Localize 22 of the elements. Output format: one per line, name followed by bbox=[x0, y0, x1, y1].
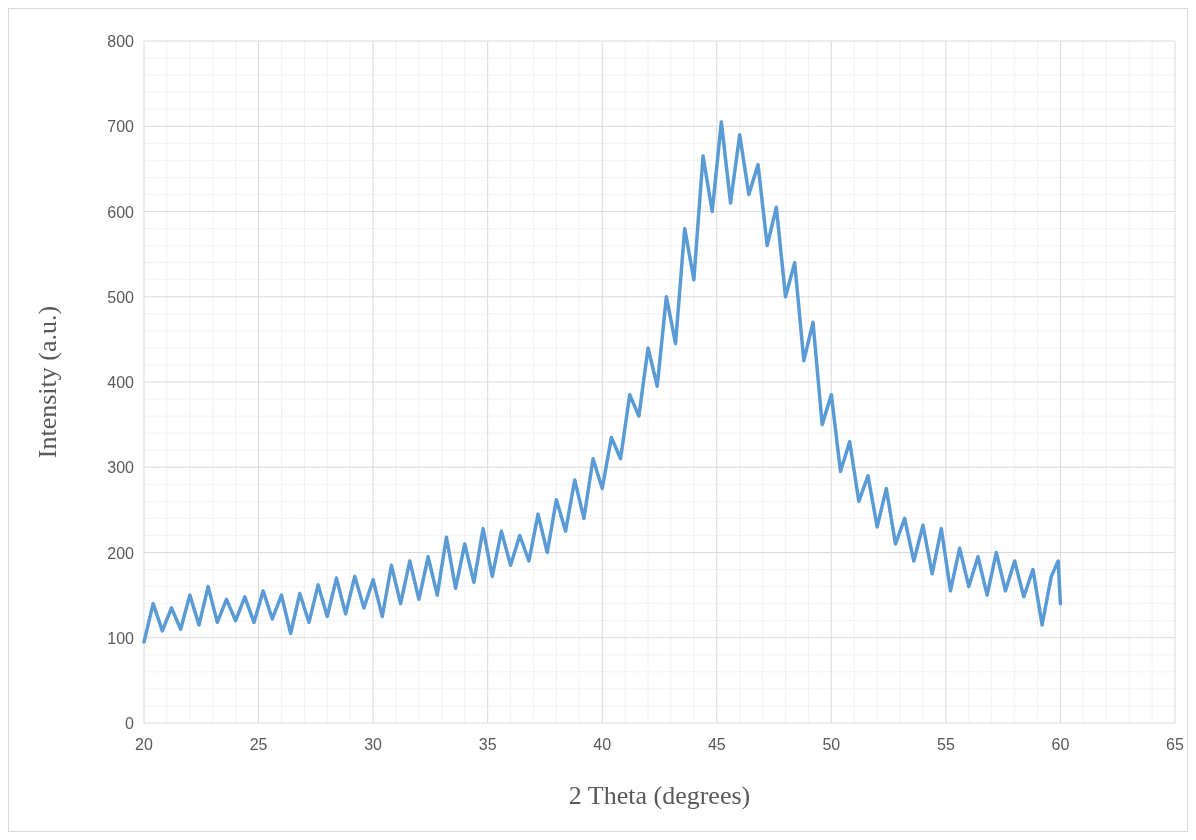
line-series bbox=[142, 120, 1063, 644]
x-tick-label: 65 bbox=[1166, 736, 1184, 753]
y-tick-label: 800 bbox=[107, 33, 135, 50]
y-axis-title: Intensity (a.u.) bbox=[33, 305, 62, 459]
x-tick-label: 35 bbox=[478, 736, 497, 753]
x-tick-label: 55 bbox=[936, 736, 955, 753]
x-tick-label: 40 bbox=[593, 736, 612, 753]
x-tick-label: 45 bbox=[707, 736, 726, 753]
x-tick-label: 30 bbox=[364, 736, 383, 753]
x-tick-label: 25 bbox=[249, 736, 268, 753]
y-tick-label: 0 bbox=[125, 715, 135, 732]
y-tick-label: 300 bbox=[107, 459, 135, 477]
x-tick-label: 50 bbox=[822, 736, 841, 753]
x-tick-label: 20 bbox=[135, 736, 153, 753]
x-axis-title: 2 Theta (degrees) bbox=[568, 781, 751, 810]
y-tick-label: 700 bbox=[107, 118, 135, 136]
x-tick-label: 60 bbox=[1051, 736, 1070, 753]
y-tick-label: 100 bbox=[107, 629, 135, 647]
y-tick-label: 500 bbox=[107, 288, 135, 306]
y-tick-label: 600 bbox=[107, 203, 135, 221]
y-tick-label: 200 bbox=[107, 544, 135, 562]
y-tick-label: 400 bbox=[107, 374, 135, 391]
